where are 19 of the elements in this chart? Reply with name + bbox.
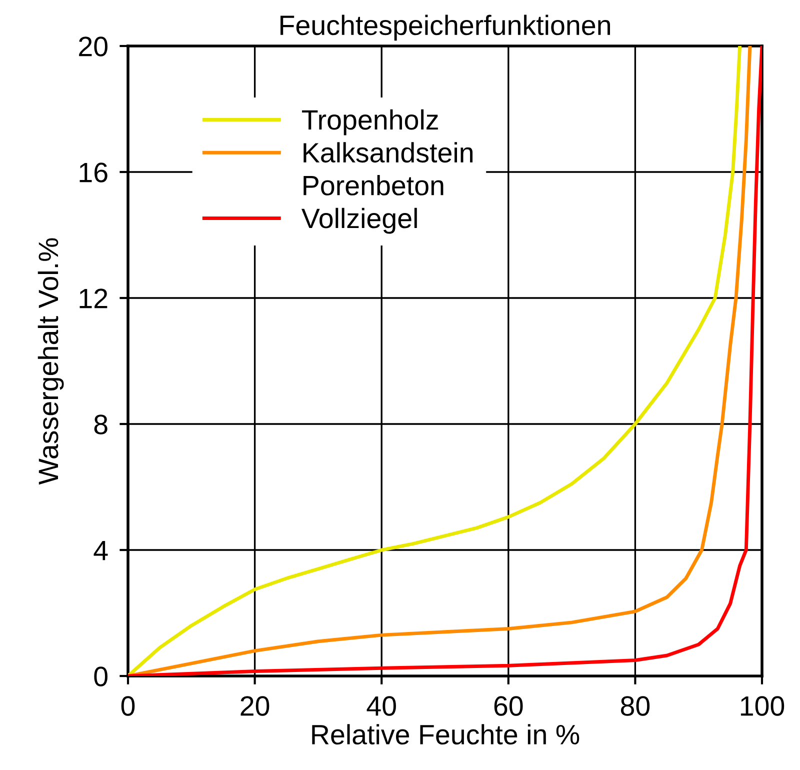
x-tick-label: 80 [620, 696, 650, 716]
y-tick-label: 20 [79, 36, 108, 56]
legend-label: Tropenholz [302, 109, 438, 136]
y-axis-title: Wassergehalt Vol.% [38, 238, 64, 485]
y-tick-label: 0 [94, 666, 108, 686]
x-axis-title: Relative Feuchte in % [312, 724, 580, 745]
y-tick-label: 12 [80, 288, 108, 308]
x-tick-label: 40 [366, 696, 396, 716]
legend-label: Vollziegel [301, 208, 417, 234]
legend-label: Kalksandstein [304, 142, 473, 163]
x-tick-label: 100 [740, 696, 784, 716]
chart-title: Feuchtespeicherfunktionen [280, 14, 610, 41]
y-tick-label: 16 [80, 162, 108, 182]
y-tick-label: 4 [94, 540, 108, 560]
y-tick-label: 8 [94, 414, 108, 434]
x-tick-label: 0 [121, 696, 135, 716]
text: Porenbeton [304, 175, 444, 196]
x-tick-label: 20 [240, 696, 270, 716]
x-tick-label: 60 [494, 696, 523, 716]
